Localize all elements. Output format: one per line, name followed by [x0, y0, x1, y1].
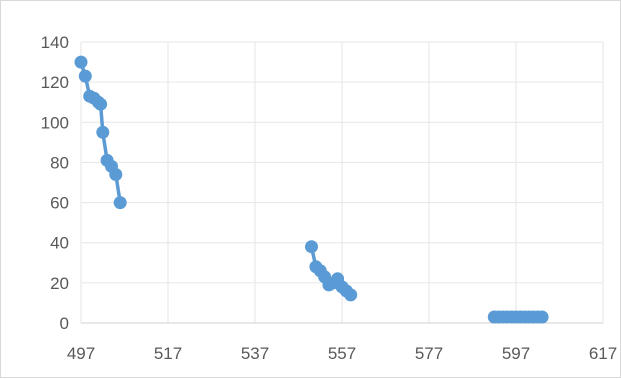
y-tick-label: 100: [41, 113, 69, 132]
data-point: [109, 168, 123, 181]
gridlines: [80, 41, 604, 323]
x-tick-label: 497: [67, 344, 95, 363]
x-tick-label: 517: [154, 344, 182, 363]
data-point: [74, 55, 88, 69]
y-tick-label: 60: [50, 194, 69, 213]
y-tick-label: 20: [50, 274, 69, 293]
data-point: [78, 69, 92, 83]
x-axis-tick-labels: 497 517 537 557 577 597 617: [67, 344, 617, 363]
data-point: [535, 310, 549, 324]
y-axis-tick-labels: 0 20 40 60 80 100 120 140: [41, 33, 69, 333]
data-point: [344, 288, 358, 302]
y-tick-label: 80: [50, 153, 69, 172]
x-tick-label: 617: [589, 344, 617, 363]
data-point: [96, 125, 110, 139]
data-point: [113, 196, 127, 210]
x-tick-label: 577: [415, 344, 443, 363]
data-point: [94, 97, 108, 111]
data-series: [74, 55, 549, 324]
x-tick-label: 597: [502, 344, 530, 363]
x-tick-label: 557: [328, 344, 356, 363]
data-point: [305, 240, 318, 254]
y-tick-label: 140: [41, 33, 69, 52]
y-tick-label: 40: [50, 234, 69, 253]
x-tick-label: 537: [241, 344, 269, 363]
y-tick-label: 120: [41, 73, 69, 92]
y-tick-label: 0: [60, 314, 69, 333]
